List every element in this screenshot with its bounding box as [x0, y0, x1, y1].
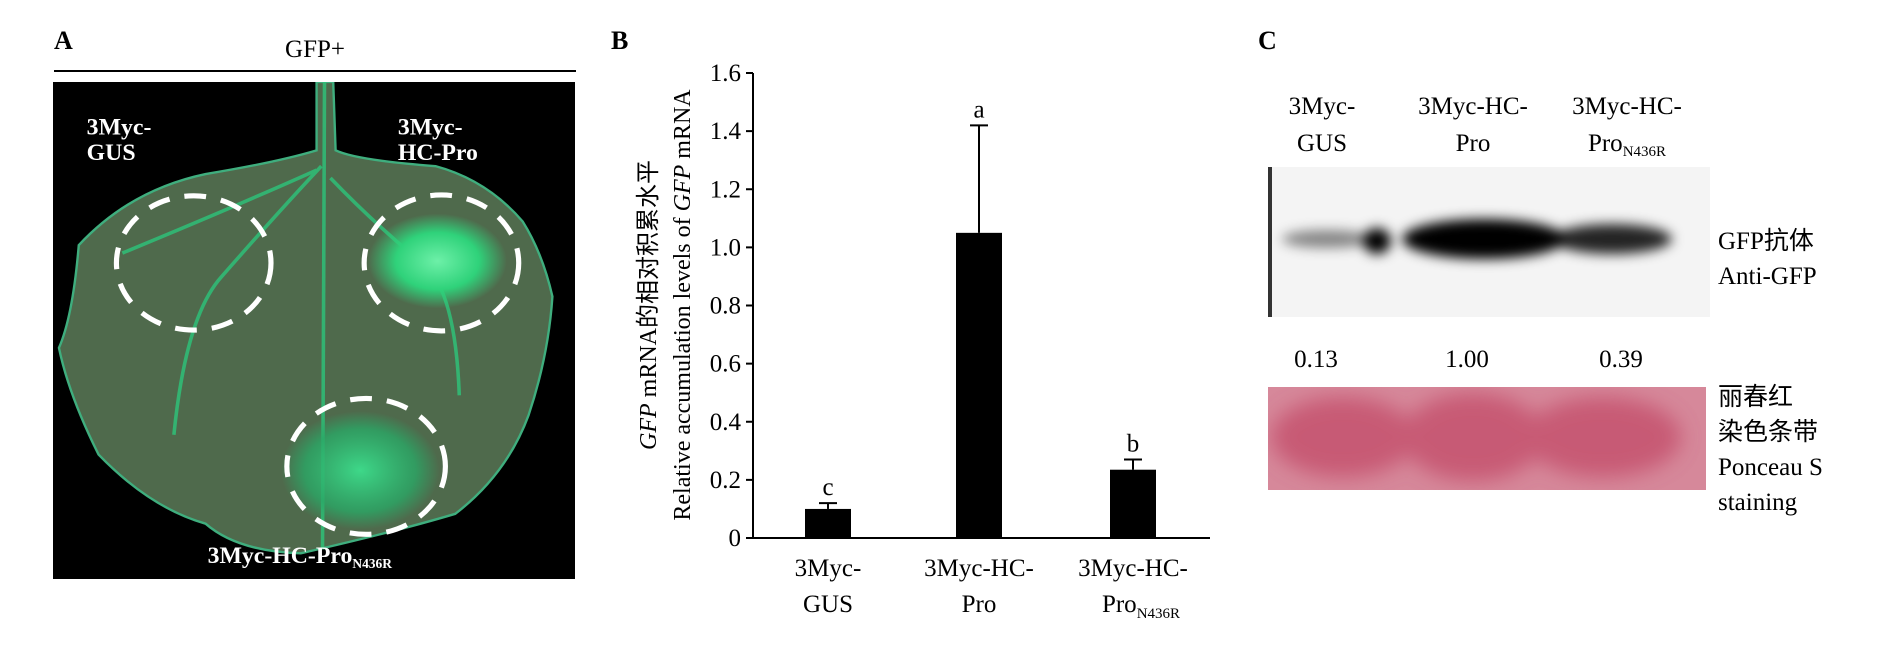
lane-label-line1: 3Myc-HC- [1572, 93, 1682, 120]
bar [805, 508, 851, 538]
photo-label-hc-1: 3Myc- [398, 115, 463, 141]
lane-label: 3Myc-HC- ProN436R [1542, 88, 1712, 171]
quantification-value: 0.39 [1599, 346, 1643, 373]
band-hc-pro [1402, 219, 1566, 259]
photo-label-hc-2: HC-Pro [398, 140, 478, 166]
x-category-label-line1: 3Myc- [795, 555, 862, 582]
significance-letter: b [1127, 431, 1140, 458]
x-category-label-line2: Pro [962, 591, 997, 618]
y-tick-label: 1.6 [710, 60, 741, 87]
photo-label-n436r: 3Myc-HC-ProN436R [208, 543, 393, 571]
quantification-value: 1.00 [1445, 346, 1489, 373]
lane-label-line2: ProN436R [1587, 130, 1667, 160]
ponceau-label-en2: staining [1718, 489, 1798, 516]
blot-label-en: Anti-GFP [1718, 263, 1817, 290]
blot-label: GFP抗体 Anti-GFP [1718, 224, 1817, 294]
panel-a-label: A [54, 26, 73, 55]
lane-label-line2: GUS [1296, 130, 1347, 157]
bar [956, 232, 1002, 538]
x-category-label-line1: 3Myc-HC- [924, 555, 1034, 582]
blot-label-cn: GFP抗体 [1718, 228, 1814, 255]
photo-label-gus-1: 3Myc- [87, 115, 152, 141]
y-axis-label-cn: GFP mRNA的相对积累水平 [636, 160, 662, 450]
lane-label: 3Myc- GUS [1237, 88, 1407, 171]
ponceau-label: 丽春红 染色条带 Ponceau S staining [1718, 380, 1823, 520]
leaf-shape [57, 80, 554, 555]
panel-c-label: C [1258, 26, 1277, 55]
lane-label: 3Myc-HC- Pro [1388, 88, 1558, 171]
lane-label-line2: Pro [1455, 130, 1491, 157]
band-gus [1282, 230, 1372, 248]
y-tick-label: 1.4 [710, 118, 742, 145]
y-tick-label: 0.8 [710, 293, 741, 320]
header-rule [54, 70, 576, 72]
lane-label-line1: 3Myc- [1288, 93, 1356, 120]
leaf-fluorescence-photo: 3Myc- GUS 3Myc- HC-Pro 3Myc-HC-ProN436R [53, 80, 575, 579]
lane-label-line1: 3Myc-HC- [1418, 93, 1528, 120]
x-category-label-line1: 3Myc-HC- [1078, 555, 1188, 582]
x-category-label-line2: GUS [803, 591, 853, 618]
band-gus-core [1363, 228, 1391, 254]
ponceau-label-cn2: 染色条带 [1718, 419, 1819, 446]
y-tick-label: 1.0 [710, 234, 741, 261]
western-blot-image [1268, 167, 1710, 317]
significance-letter: c [822, 474, 833, 501]
y-tick-label: 0 [729, 525, 742, 552]
y-tick-label: 0.4 [710, 409, 742, 436]
hc-pro-gfp-spot [368, 213, 507, 309]
ponceau-label-cn1: 丽春红 [1718, 384, 1794, 411]
infiltration-circles [113, 192, 522, 537]
ponceau-label-en1: Ponceau S [1718, 454, 1823, 481]
panel-a-header: GFP+ [285, 36, 345, 63]
bar [1110, 469, 1156, 538]
photo-label-gus-2: GUS [87, 140, 136, 166]
ponceau-stain-image [1268, 387, 1706, 490]
n436r-gfp-spot [280, 411, 440, 530]
bar-chart: 0 0.2 0.4 0.6 0.8 1.0 1.2 1.4 1.6 c 3Myc- GUS a 3Myc-… [710, 60, 1210, 622]
panel-b-label: B [611, 26, 629, 55]
y-tick-label: 0.2 [710, 467, 741, 494]
x-category-label-line2: ProN436R [1102, 591, 1180, 622]
y-tick-label: 0.6 [710, 351, 741, 378]
y-tick-label: 1.2 [710, 176, 741, 203]
significance-letter: a [973, 96, 984, 123]
band-n436r [1552, 224, 1672, 254]
quantification-value: 0.13 [1294, 346, 1338, 373]
